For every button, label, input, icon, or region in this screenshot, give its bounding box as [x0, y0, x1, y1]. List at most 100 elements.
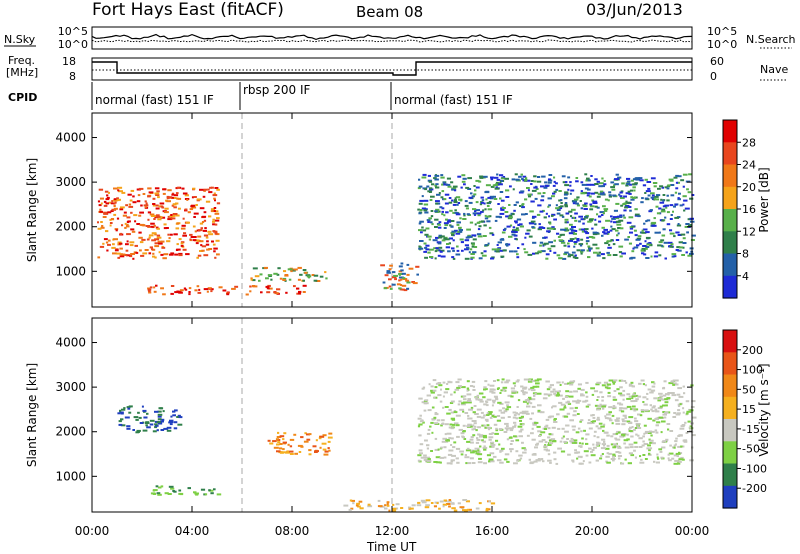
- echo-cell: [298, 290, 302, 293]
- echo-cell: [150, 222, 155, 225]
- echo-cell: [279, 435, 285, 438]
- echo-cell: [278, 447, 283, 450]
- echo-cell: [436, 241, 442, 244]
- echo-cell: [583, 429, 586, 432]
- echo-cell: [447, 453, 453, 456]
- echo-cell: [289, 453, 294, 455]
- echo-cell: [603, 444, 606, 447]
- echo-cell: [560, 202, 563, 204]
- echo-cell: [649, 441, 654, 444]
- echo-cell: [199, 250, 204, 252]
- echo-cell: [103, 204, 108, 207]
- echo-cell: [439, 500, 444, 503]
- echo-cell: [194, 492, 199, 495]
- colorbar-tick-label: 8: [742, 248, 749, 261]
- echo-cell: [661, 398, 665, 401]
- echo-cell: [490, 502, 496, 505]
- echo-cell: [664, 216, 667, 219]
- echo-cell: [575, 431, 580, 434]
- echo-cell: [573, 390, 578, 393]
- echo-cell: [398, 265, 403, 268]
- echo-cell: [552, 192, 556, 195]
- echo-cell: [560, 241, 566, 244]
- echo-cell: [125, 249, 129, 252]
- echo-cell: [154, 233, 157, 236]
- echo-cell: [111, 246, 116, 249]
- echo-cell: [476, 408, 482, 411]
- echo-cell: [499, 212, 505, 215]
- echo-cell: [168, 196, 172, 199]
- echo-cell: [377, 505, 383, 508]
- echo-cell: [609, 419, 613, 422]
- echo-cell: [426, 394, 431, 397]
- echo-cell: [196, 256, 199, 259]
- echo-cell: [152, 252, 155, 255]
- echo-cell: [487, 428, 490, 431]
- echo-cell: [585, 242, 588, 245]
- echo-cell: [554, 390, 559, 393]
- echo-cell: [596, 180, 600, 183]
- echo-cell: [457, 502, 461, 505]
- echo-cell: [117, 256, 121, 259]
- echo-cell: [663, 394, 667, 397]
- echo-cell: [576, 451, 581, 454]
- echo-cell: [575, 202, 579, 205]
- echo-cell: [585, 454, 589, 457]
- echo-cell: [682, 195, 687, 198]
- echo-cell: [418, 245, 421, 248]
- echo-cell: [119, 232, 122, 235]
- colorbar-swatch: [723, 142, 737, 166]
- echo-cell: [99, 208, 102, 211]
- echo-cell: [510, 387, 515, 390]
- echo-cell: [606, 231, 610, 234]
- echo-cell: [480, 201, 484, 204]
- echo-cell: [439, 461, 442, 464]
- echo-cell: [267, 274, 273, 277]
- echo-cell: [464, 454, 467, 456]
- echo-cell: [534, 223, 537, 226]
- echo-cell: [425, 244, 430, 247]
- echo-cell: [263, 266, 268, 269]
- echo-cell: [632, 393, 636, 396]
- echo-cell: [473, 405, 477, 407]
- echo-cell: [400, 507, 404, 509]
- echo-cell: [459, 199, 463, 202]
- echo-cell: [287, 443, 290, 446]
- echo-cell: [619, 403, 624, 406]
- echo-cell: [592, 443, 595, 446]
- echo-cell: [616, 220, 621, 223]
- echo-cell: [603, 232, 608, 235]
- echo-cell: [566, 229, 570, 232]
- echo-cell: [655, 410, 660, 413]
- echo-cell: [631, 225, 635, 228]
- echo-cell: [391, 271, 396, 274]
- echo-cell: [513, 462, 518, 465]
- echo-cell: [522, 175, 527, 178]
- echo-cell: [626, 433, 629, 436]
- echo-cell: [448, 437, 452, 440]
- echo-cell: [550, 438, 556, 441]
- echo-cell: [656, 456, 659, 459]
- echo-cell: [488, 226, 492, 229]
- echo-cell: [268, 287, 273, 290]
- echo-cell: [440, 388, 442, 391]
- echo-cell: [638, 446, 643, 448]
- echo-cell: [468, 196, 473, 199]
- echo-cell: [358, 500, 363, 503]
- echo-cell: [352, 502, 355, 505]
- echo-cell: [520, 428, 524, 431]
- echo-cell: [442, 406, 445, 409]
- echo-cell: [157, 418, 162, 421]
- echo-cell: [655, 198, 659, 201]
- echo-cell: [533, 175, 537, 178]
- echo-cell: [144, 249, 149, 251]
- echo-cell: [184, 208, 188, 211]
- echo-cell: [562, 397, 565, 400]
- echo-cell: [448, 237, 453, 240]
- echo-cell: [427, 179, 432, 182]
- echo-cell: [530, 183, 533, 185]
- echo-cell: [210, 492, 214, 495]
- echo-cell: [433, 177, 437, 180]
- echo-cell: [487, 383, 490, 386]
- echo-cell: [668, 241, 673, 244]
